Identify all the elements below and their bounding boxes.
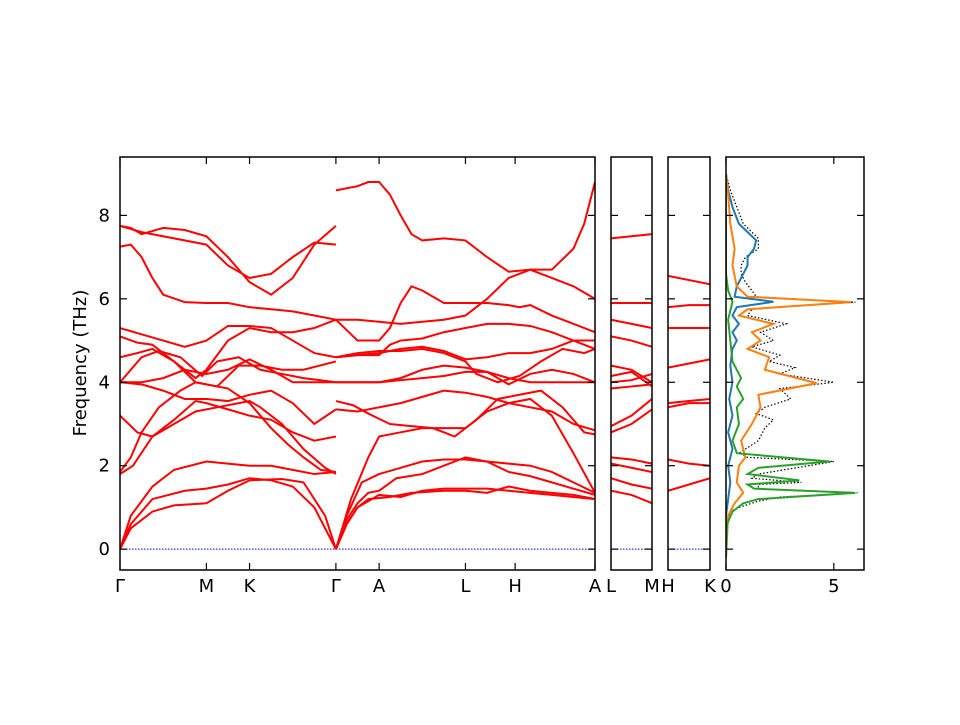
band-line-main-s0-b3: [120, 381, 337, 473]
band-line-main-s1-b6: [335, 389, 595, 432]
band-line-HK-3: [668, 397, 710, 405]
k-point-label: L: [460, 576, 470, 597]
y-tick-label: 4: [99, 372, 110, 393]
band-line-LM-13: [611, 233, 652, 240]
dos-x-tick-label: 5: [828, 576, 839, 597]
band-line-main-s0-b6: [120, 381, 337, 426]
y-tick-label: 0: [99, 539, 110, 560]
band-line-LM-11: [611, 318, 652, 330]
band-line-LM-1: [611, 477, 652, 490]
k-point-label: K: [244, 576, 257, 597]
band-line-main-s1-b14: [335, 268, 595, 325]
y-axis-label: Frequency (THz): [70, 290, 91, 437]
band-line-main-s0-b11: [120, 318, 337, 380]
band-line-HK-2: [668, 402, 710, 409]
band-line-HK-0: [668, 477, 710, 492]
band-line-main-s1-b1: [334, 487, 595, 550]
band-line-main-s0-b9: [120, 349, 337, 384]
dos-line-1: [726, 173, 774, 558]
band-line-main-s0-b10: [120, 324, 337, 359]
band-line-main-s0-b7: [120, 358, 336, 384]
band-line-HK-7: [668, 274, 710, 286]
k-point-label: H: [508, 576, 522, 597]
k-point-label: K: [704, 576, 717, 597]
band-line-main-s1-b4: [334, 397, 595, 550]
band-line-main-s0-b2: [120, 478, 337, 550]
band-line-HK-4: [668, 358, 710, 369]
band-line-main-s0-b1: [120, 477, 337, 550]
frame-HK: [667, 156, 711, 571]
band-line-main-s1-b5: [335, 389, 595, 438]
y-tick-label: 2: [99, 456, 110, 477]
band-line-LM-4: [611, 408, 652, 434]
k-point-label: M: [644, 576, 660, 597]
band-line-main-s1-b13: [335, 181, 595, 273]
band-line-HK-1: [668, 458, 710, 467]
band-line-main-s0-b8: [120, 347, 337, 388]
k-point-label: M: [199, 576, 215, 597]
band-line-LM-8: [611, 370, 652, 388]
dos-panel: [726, 173, 858, 558]
band-line-LM-6: [611, 383, 652, 390]
band-line-main-s1-b10: [335, 339, 595, 361]
dos-x-tick-label: 0: [720, 576, 731, 597]
band-line-main-s1-b8: [335, 364, 595, 386]
band-line-LM-5: [611, 398, 652, 427]
main-band-panel: [120, 181, 595, 550]
k-point-label: Γ: [115, 576, 125, 597]
band-line-LM-3: [611, 456, 652, 465]
band-line-LM-2: [611, 462, 652, 473]
frame-main: [119, 156, 596, 571]
dos-line-0: [726, 173, 858, 558]
k-point-label: L: [606, 576, 616, 597]
k-point-label: Γ: [331, 576, 341, 597]
frame-dos: [725, 156, 865, 571]
band-line-main-s0-b0: [120, 460, 337, 550]
y-tick-label: 8: [99, 205, 110, 226]
band-line-HK-6: [668, 304, 710, 309]
band-line-LM-7: [611, 372, 652, 384]
band-line-main-s1-b12: [335, 285, 595, 342]
band-line-LM-9: [611, 364, 652, 384]
frame-LM: [610, 156, 653, 571]
k-point-label: A: [589, 576, 602, 597]
band-line-main-s1-b11: [335, 322, 595, 359]
band-line-main-s0-b14: [120, 224, 337, 280]
k-point-label: H: [661, 576, 675, 597]
band-line-LM-0: [611, 489, 652, 505]
lm-band-panel: [611, 233, 652, 505]
dos-line-3: [726, 173, 856, 558]
band-line-LM-10: [611, 335, 652, 348]
band-line-main-s0-b5: [120, 399, 337, 475]
hk-band-panel: [668, 274, 710, 492]
band-line-main-s1-b7: [335, 370, 595, 384]
band-line-main-s0-b12: [120, 243, 337, 321]
dos-line-2: [726, 173, 852, 558]
band-line-main-s1-b2: [334, 456, 595, 550]
band-line-main-s1-b3: [334, 458, 595, 550]
k-point-label: A: [373, 576, 386, 597]
band-line-main-s0-b4: [120, 399, 337, 475]
band-line-main-s0-b13: [120, 224, 337, 296]
y-tick-label: 6: [99, 289, 110, 310]
